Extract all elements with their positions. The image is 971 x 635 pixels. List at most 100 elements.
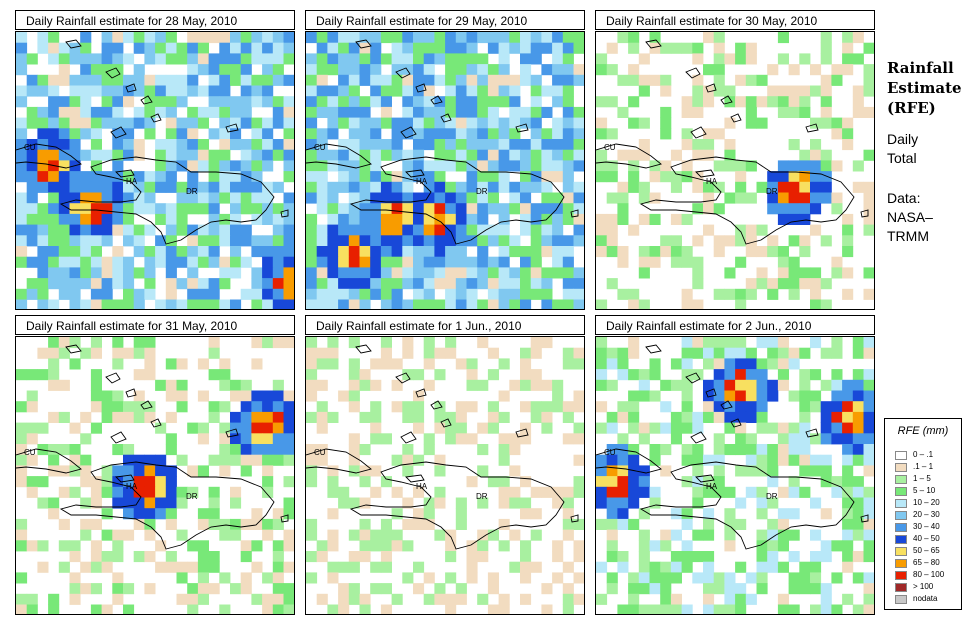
- rainfall-cell: [262, 486, 274, 498]
- rainfall-cell: [90, 561, 102, 573]
- rainfall-cell: [69, 192, 81, 204]
- rainfall-cell: [251, 42, 263, 54]
- rainfall-cell: [606, 42, 618, 54]
- rainfall-cell: [133, 224, 145, 236]
- rainfall-cell: [262, 390, 274, 402]
- rainfall-cell: [176, 593, 188, 605]
- rainfall-cell: [48, 85, 60, 97]
- rainfall-cell: [283, 246, 294, 258]
- rainfall-cell: [573, 267, 584, 279]
- rainfall-cell: [530, 379, 542, 391]
- rainfall-cell: [660, 85, 672, 97]
- rainfall-cell: [348, 117, 360, 129]
- rainfall-cell: [788, 160, 800, 172]
- rainfall-cell: [380, 518, 392, 530]
- rainfall-cell: [155, 96, 167, 108]
- rainfall-cell: [80, 476, 92, 488]
- rainfall-cell: [541, 422, 553, 434]
- rainfall-cell: [402, 299, 414, 309]
- rainfall-cell: [756, 486, 768, 498]
- rainfall-cell: [16, 32, 28, 44]
- rainfall-cell: [799, 149, 811, 161]
- rainfall-cell: [552, 224, 564, 236]
- coastline: [105, 67, 121, 79]
- rainfall-cell: [230, 128, 242, 140]
- rainfall-cell: [283, 160, 294, 172]
- rainfall-cell: [606, 224, 618, 236]
- rainfall-cell: [842, 444, 854, 456]
- rainfall-cell: [187, 256, 199, 268]
- rainfall-cell: [466, 32, 478, 44]
- rainfall-cell: [466, 117, 478, 129]
- rainfall-cell: [327, 149, 339, 161]
- rainfall-cell: [455, 32, 467, 44]
- rainfall-cell: [402, 224, 414, 236]
- coastline: [695, 169, 715, 178]
- rainfall-cell: [112, 583, 124, 595]
- rainfall-cell: [745, 53, 757, 65]
- rainfall-cell: [628, 288, 640, 300]
- rainfall-cell: [348, 465, 360, 477]
- rainfall-cell: [16, 518, 28, 530]
- rainfall-cell: [26, 604, 38, 614]
- rainfall-cell: [402, 347, 414, 359]
- rainfall-cell: [628, 518, 640, 530]
- rainfall-cell: [123, 267, 135, 279]
- rainfall-cell: [820, 192, 832, 204]
- rainfall-cell: [852, 444, 864, 456]
- rainfall-cell: [391, 358, 403, 370]
- rainfall-cell: [713, 454, 725, 466]
- rainfall-cell: [306, 32, 318, 44]
- rainfall-cell: [509, 192, 521, 204]
- rainfall-cell: [509, 32, 521, 44]
- rainfall-cell: [283, 149, 294, 161]
- rainfall-cell: [144, 288, 156, 300]
- side-source-line: Data:: [887, 190, 921, 206]
- rainfall-cell: [606, 213, 618, 225]
- rainfall-cell: [402, 181, 414, 193]
- rainfall-cell: [133, 181, 145, 193]
- rainfall-cell: [434, 171, 446, 183]
- rainfall-cell: [466, 181, 478, 193]
- rainfall-cell: [380, 149, 392, 161]
- rainfall-cell: [703, 529, 715, 541]
- rainfall-cell: [520, 476, 532, 488]
- rainfall-cell: [628, 96, 640, 108]
- rainfall-cell: [852, 476, 864, 488]
- rainfall-cell: [380, 529, 392, 541]
- rainfall-cell: [434, 454, 446, 466]
- coastline: [685, 67, 701, 79]
- rainfall-cell: [80, 299, 92, 309]
- rainfall-cell: [596, 454, 608, 466]
- rainfall-cell: [649, 171, 661, 183]
- rainfall-cell: [165, 53, 177, 65]
- rainfall-cell: [573, 160, 584, 172]
- rainfall-cell: [144, 465, 156, 477]
- rainfall-cell: [530, 85, 542, 97]
- rainfall-cell: [240, 64, 252, 76]
- rainfall-cell: [240, 288, 252, 300]
- rainfall-cell: [69, 96, 81, 108]
- rainfall-cell: [777, 518, 789, 530]
- rainfall-cell: [660, 379, 672, 391]
- rainfall-cell: [477, 64, 489, 76]
- rainfall-cell: [251, 85, 263, 97]
- rainfall-cell: [219, 278, 231, 290]
- rainfall-cell: [144, 529, 156, 541]
- rainfall-cell: [434, 422, 446, 434]
- rainfall-cell: [58, 561, 70, 573]
- rainfall-cell: [402, 171, 414, 183]
- rainfall-cell: [703, 379, 715, 391]
- rainfall-cell: [573, 390, 584, 402]
- rainfall-cell: [327, 203, 339, 215]
- rainfall-cell: [48, 246, 60, 258]
- rainfall-cell: [272, 149, 284, 161]
- rainfall-cell: [735, 160, 747, 172]
- rainfall-cell: [466, 433, 478, 445]
- rainfall-cell: [681, 561, 693, 573]
- rainfall-cell: [402, 256, 414, 268]
- rainfall-cell: [863, 422, 874, 434]
- rainfall-cell: [165, 444, 177, 456]
- rainfall-cell: [562, 401, 574, 413]
- coastline: [705, 83, 717, 93]
